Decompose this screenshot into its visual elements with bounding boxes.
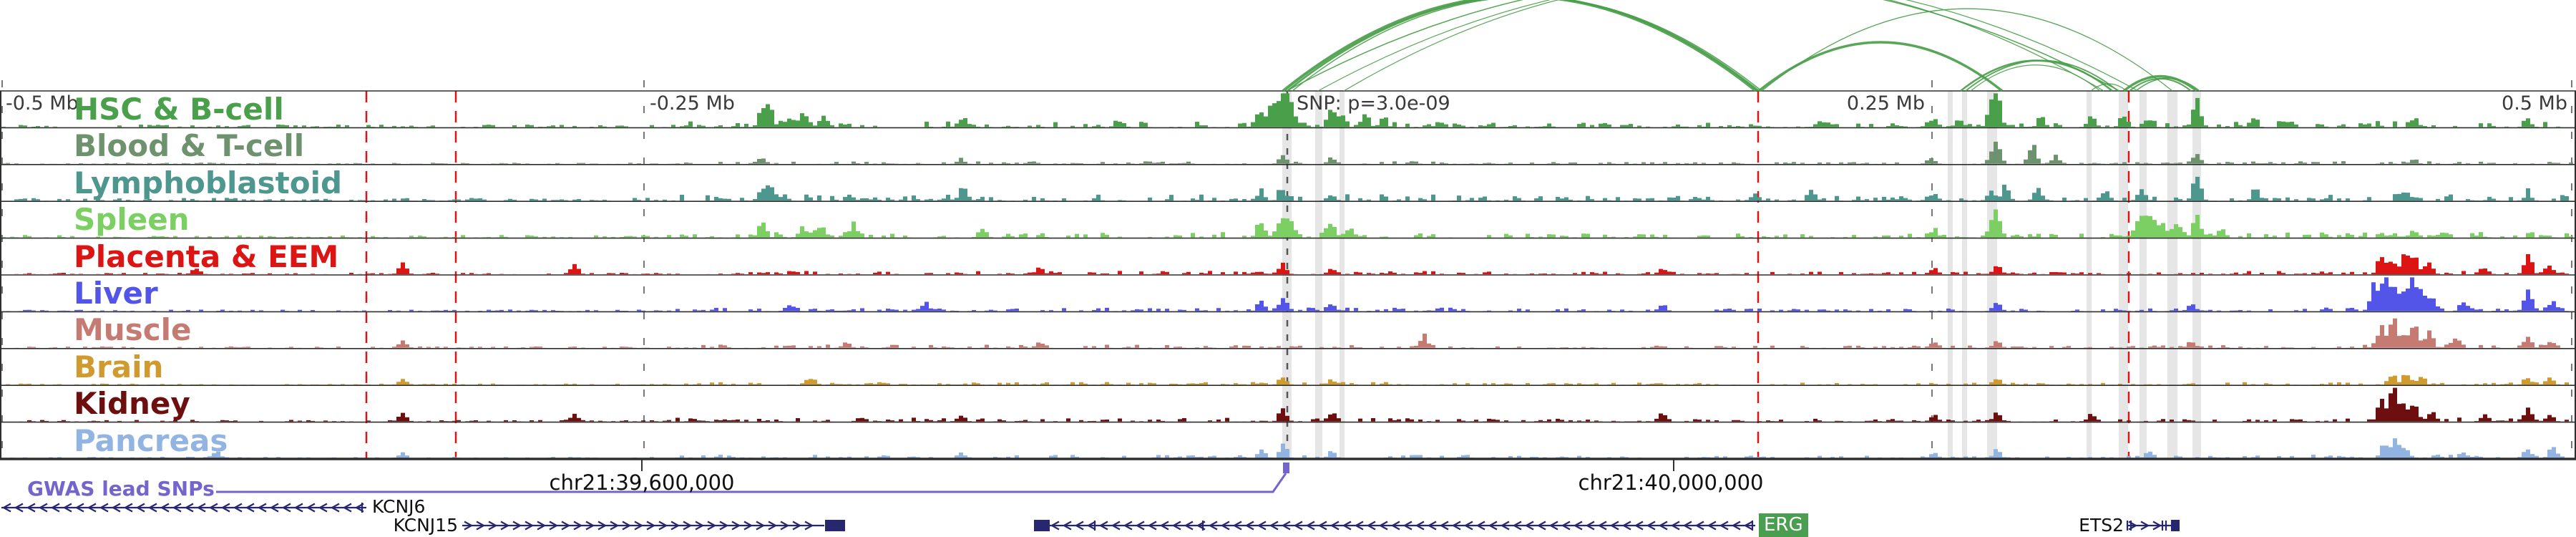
gene-label-erg-box: ERG	[1759, 513, 1808, 537]
track-label-liver: Liver	[74, 276, 158, 311]
interaction-arc	[2135, 77, 2200, 92]
track-label-lymphoblastoid: Lymphoblastoid	[74, 165, 343, 200]
track-label-muscle: Muscle	[74, 312, 192, 348]
interaction-arc	[1761, 8, 2173, 92]
gene-label-kcnj6: KCNJ6	[372, 496, 426, 517]
gene-label-kcnj15: KCNJ15	[393, 515, 458, 536]
interaction-arc	[1292, 0, 1762, 92]
gene-exon-block	[825, 520, 845, 531]
signal-area-pancreas	[1, 438, 2573, 458]
gene-label-ets2: ETS2	[2079, 515, 2124, 536]
coordinate-label-left: chr21:39,600,000	[549, 470, 735, 495]
interaction-arc	[2090, 83, 2127, 92]
interaction-arc	[1282, 0, 1757, 92]
interaction-arc	[1286, 0, 2120, 92]
track-label-blood-t-cell: Blood & T-cell	[74, 128, 305, 164]
gene-exon-block	[2171, 520, 2180, 531]
track-label-hsc-b-cell: HSC & B-cell	[74, 92, 284, 127]
ruler-label-quarter-mb: 0.25 Mb	[1846, 92, 1925, 115]
signal-area-placenta-eem	[1, 254, 2573, 274]
snp-pvalue-label: SNP: p=3.0e-09	[1297, 92, 1450, 115]
interaction-arc	[2122, 74, 2198, 92]
track-label-spleen: Spleen	[74, 202, 190, 238]
track-label-kidney: Kidney	[74, 386, 190, 422]
interaction-arc	[1965, 59, 2119, 92]
signal-area-liver	[1, 277, 2573, 311]
signal-area-lymphoblastoid	[1, 176, 2573, 201]
coordinate-label-right: chr21:40,000,000	[1578, 470, 1764, 495]
signal-area-hsc-b-cell	[1, 93, 2573, 127]
signal-area-brain	[1, 374, 2573, 385]
gwas-lead-snp-marker	[1283, 463, 1289, 473]
interaction-arc	[1287, 0, 1760, 92]
gene-strand-chevrons	[1, 503, 364, 513]
ruler-label-neg-half-mb: -0.5 Mb	[6, 92, 79, 115]
signal-area-blood-t-cell	[1, 141, 2573, 164]
signal-area-spleen	[1, 209, 2573, 238]
track-label-placenta-eem: Placenta & EEM	[74, 238, 339, 274]
gene-exon-block	[1034, 520, 1050, 531]
gwas-track-line	[216, 473, 1287, 493]
track-label-brain: Brain	[74, 349, 164, 384]
interaction-arc	[1317, 0, 2139, 92]
gene-strand-chevrons	[1050, 521, 1753, 531]
track-label-pancreas: Pancreas	[74, 422, 228, 458]
interaction-arc	[1970, 64, 2101, 92]
ruler-label-half-mb: 0.5 Mb	[2502, 92, 2567, 115]
gwas-lead-snps-label: GWAS lead SNPs	[27, 477, 215, 500]
gene-strand-chevrons	[464, 521, 814, 531]
interaction-arc	[1343, 0, 2104, 92]
ruler-label-neg-quarter-mb: -0.25 Mb	[650, 92, 735, 115]
